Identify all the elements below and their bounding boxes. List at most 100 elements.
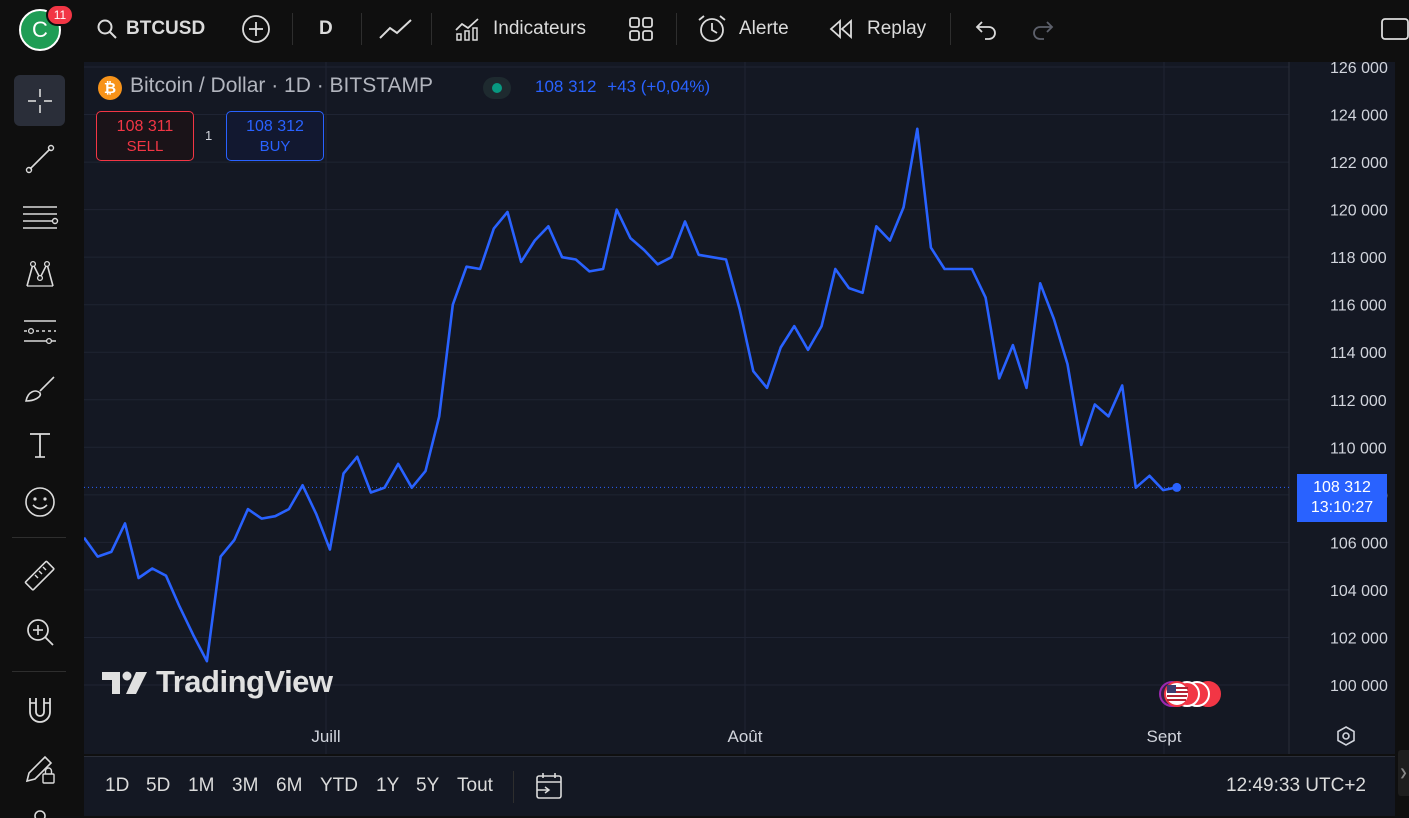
y-tick-label: 116 000 [1330,298,1387,315]
y-tick-label: 114 000 [1330,345,1387,362]
buy-button[interactable]: 108 312 BUY [226,111,324,161]
toolbar-divider [292,13,293,45]
price-tag-value: 108 312 [1313,479,1371,496]
pattern-icon [22,256,58,292]
notification-badge: 11 [46,4,74,26]
range-button-3m[interactable]: 3M [232,775,259,796]
alert-button[interactable]: Alerte [696,0,789,58]
symbol-legend-title[interactable]: Bitcoin / Dollar · 1D · BITSTAMP [130,74,434,97]
y-tick-label: 122 000 [1330,155,1388,172]
range-button-5d[interactable]: 5D [146,775,171,796]
range-button-1d[interactable]: 1D [105,775,130,796]
smiley-icon [23,485,57,519]
text-tool[interactable] [14,419,65,470]
measure-tool[interactable] [14,550,65,601]
alarm-clock-icon [696,13,728,45]
more-tools[interactable] [14,798,65,818]
legend-last-price: 108 312 [535,77,597,96]
symbol-search[interactable]: BTCUSD [96,0,205,58]
range-button-ytd[interactable]: YTD [320,775,358,796]
y-tick-label: 102 000 [1330,630,1388,647]
magnet-tool[interactable] [14,685,65,736]
price-series-line [82,127,1178,663]
replay-button[interactable]: Replay [828,0,926,58]
chart-type-button[interactable] [378,0,414,58]
legend-change: +43 (+0,04%) [607,77,711,96]
lock-drawings-tool[interactable] [14,742,65,793]
range-button-5y[interactable]: 5Y [416,775,440,796]
sell-price: 108 311 [116,118,174,135]
sell-button[interactable]: 108 311 SELL [96,111,194,161]
eye-icon [25,798,55,818]
y-tick-label: 104 000 [1330,583,1388,600]
indicators-icon [454,16,482,42]
trend-line-tool[interactable] [14,133,65,184]
symbol-label: BTCUSD [126,18,206,39]
toolbar-divider [431,13,432,45]
drawing-toolbar [0,58,78,818]
horizontal-lines-icon [21,202,59,232]
buy-label: BUY [259,138,291,155]
price-tag-countdown: 13:10:27 [1310,499,1374,516]
y-tick-label: 106 000 [1330,535,1388,552]
range-button-6m[interactable]: 6M [276,775,303,796]
toolbar-divider [676,13,677,45]
indicators-button[interactable]: Indicateurs [454,0,586,58]
toolbar-divider [950,13,951,45]
y-tick-label: 100 000 [1330,678,1388,695]
avatar-letter: C [32,17,48,42]
range-button-tout[interactable]: Tout [457,775,493,796]
y-tick-label: 124 000 [1330,108,1388,125]
bitcoin-icon: ₿ [98,76,122,100]
pencil-lock-icon [22,750,58,786]
goto-date-button[interactable] [534,771,564,801]
toolbar-divider [12,671,66,672]
ruler-icon [22,558,58,594]
market-status-icon[interactable] [483,77,511,99]
brush-icon [22,373,58,405]
indicators-label: Indicateurs [493,18,586,39]
interval-button[interactable]: D [319,18,333,39]
fib-tool[interactable] [14,191,65,242]
toolbar-divider [12,537,66,538]
x-tick-label: Août [728,727,763,746]
zoom-in-icon [24,616,56,648]
layouts-button[interactable] [628,0,654,58]
replay-label: Replay [867,18,927,39]
toolbar-divider [361,13,362,45]
clock-timezone[interactable]: 12:49:33 UTC+2 [1226,775,1366,796]
chevron-right-icon: ❯ [1399,767,1408,779]
redo-icon [1030,18,1056,40]
last-price-label: 108 312 13:10:27 [1297,474,1387,522]
window-icon [1380,16,1409,42]
text-icon [26,429,54,461]
search-icon [96,18,118,40]
scale-settings-icon [1337,726,1355,746]
tradingview-logo[interactable]: TradingView [100,664,333,700]
undo-button[interactable] [973,0,999,58]
top-toolbar: C 11 BTCUSD D Indicateurs Alerte Replay [0,0,1409,58]
compare-symbol-button[interactable] [241,0,271,58]
range-button-1y[interactable]: 1Y [376,775,400,796]
y-tick-label: 118 000 [1330,250,1387,267]
undo-icon [973,18,999,40]
zoom-tool[interactable] [14,606,65,657]
toolbar-divider [513,771,514,803]
x-tick-label: Sept [1147,727,1182,746]
pattern-tool[interactable] [14,248,65,299]
line-chart-icon [378,16,414,42]
panel-toggle-button[interactable]: ❯ [1398,750,1409,796]
brush-tool[interactable] [14,363,65,414]
y-tick-label: 112 000 [1330,393,1387,410]
emoji-tool[interactable] [14,476,65,527]
plus-circle-icon [241,14,271,44]
fullscreen-button[interactable] [1380,0,1409,58]
tradingview-logo-icon [102,671,147,694]
forecast-tool[interactable] [14,305,65,356]
redo-button[interactable] [1030,0,1056,58]
range-button-1m[interactable]: 1M [188,775,215,796]
last-price-dot [1172,482,1182,492]
crosshair-tool[interactable] [14,75,65,126]
